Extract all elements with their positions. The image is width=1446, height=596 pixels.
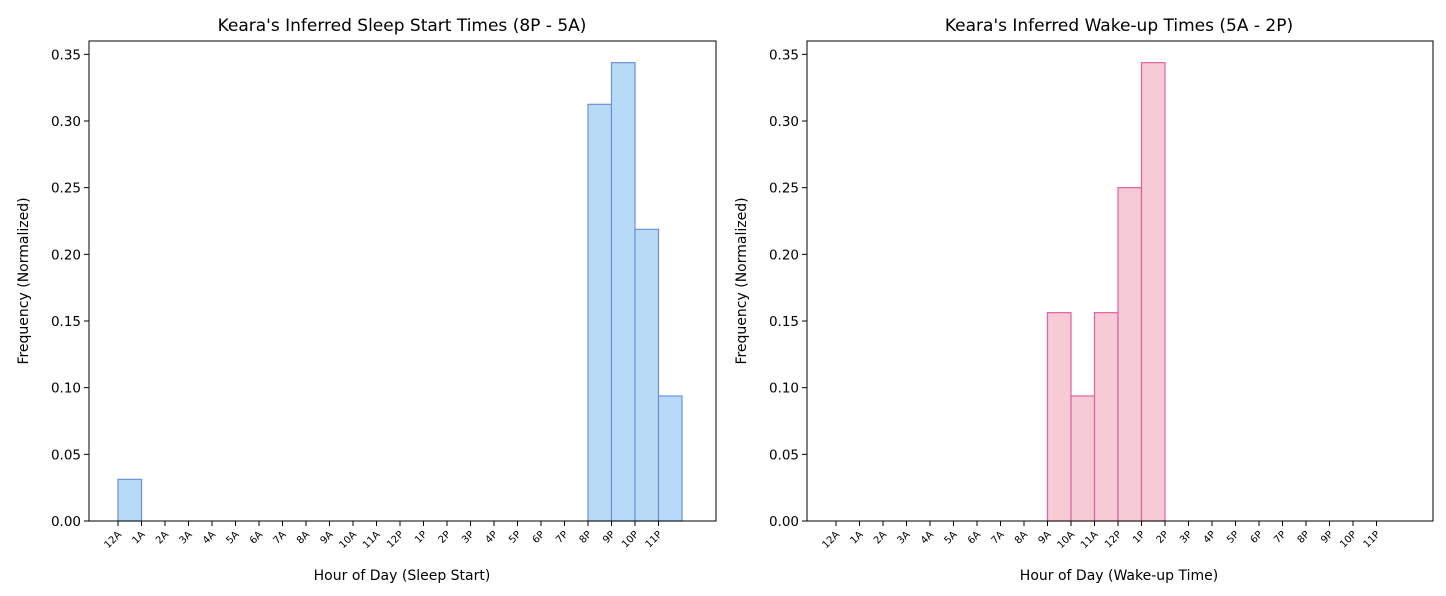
x-tick-label: 6P: [1249, 529, 1266, 546]
x-tick-label: 11A: [361, 529, 383, 551]
x-tick-label: 8A: [295, 529, 312, 546]
x-axis-label: Hour of Day (Sleep Start): [314, 568, 491, 584]
y-tick-label: 0.15: [51, 314, 81, 330]
x-tick-label: 2A: [154, 529, 171, 546]
axes-frame: [88, 40, 717, 522]
x-tick-label: 11A: [1079, 529, 1101, 551]
y-tick-label: 0.30: [769, 114, 799, 130]
plot-area: 0.00 0.05 0.10 0.15 0.20 0.25 0.30 0.35 12A 1A 2A 3…: [51, 40, 717, 551]
x-tick-label: 3A: [178, 529, 195, 546]
x-tick-label: 10A: [337, 529, 359, 551]
x-tick-label: 10P: [620, 529, 641, 550]
bar: [1093, 312, 1119, 522]
x-tick-label: 12P: [1103, 529, 1124, 550]
x-tick-label: 7A: [990, 529, 1007, 546]
bar: [657, 395, 683, 522]
x-tick-label: 2A: [872, 529, 889, 546]
x-tick-label: 10A: [1055, 529, 1077, 551]
y-tick-label: 0.25: [51, 181, 81, 197]
x-tick-label: 2P: [1155, 529, 1172, 546]
bar: [1070, 395, 1096, 522]
y-tick-label: 0.05: [51, 447, 81, 463]
x-tick-label: 1A: [849, 529, 866, 546]
bar: [634, 228, 660, 522]
x-tick-label: 4A: [919, 529, 936, 546]
x-tick-label: 7A: [272, 529, 289, 546]
y-tick-label: 0.35: [51, 47, 81, 63]
y-tick-label: 0.05: [769, 447, 799, 463]
x-tick-label: 3A: [896, 529, 913, 546]
bar: [1140, 62, 1166, 522]
x-tick-label: 6A: [966, 529, 983, 546]
x-tick-label: 4P: [1202, 529, 1219, 546]
x-tick-label: 11P: [644, 529, 665, 550]
x-tick-label: 1P: [1131, 529, 1148, 546]
y-tick-label: 0.10: [51, 381, 81, 397]
y-tick-label: 0.25: [769, 181, 799, 197]
y-axis-label: Frequency (Normalized): [734, 197, 750, 364]
y-tick-label: 0.15: [769, 314, 799, 330]
y-tick-label: 0.00: [51, 514, 81, 530]
x-axis-label: Hour of Day (Wake-up Time): [1020, 568, 1218, 584]
x-tick-label: 4A: [201, 529, 218, 546]
x-tick-label: 2P: [437, 529, 454, 546]
bar: [1117, 187, 1143, 522]
x-tick-label: 9P: [601, 529, 618, 546]
y-tick-label: 0.00: [769, 514, 799, 530]
x-tick-label: 9P: [1319, 529, 1336, 546]
x-tick-label: 5P: [507, 529, 524, 546]
x-tick-label: 8P: [578, 529, 595, 546]
y-tick-label: 0.10: [769, 381, 799, 397]
x-tick-label: 9A: [319, 529, 336, 546]
plot-area: 0.00 0.05 0.10 0.15 0.20 0.25 0.30 0.35 12A 1A 2A 3…: [769, 40, 1434, 551]
x-tick-label: 12P: [385, 529, 406, 550]
y-tick-label: 0.20: [51, 247, 81, 263]
x-tick-label: 6A: [248, 529, 265, 546]
x-tick-label: 10P: [1338, 529, 1359, 550]
x-tick-label: 5A: [225, 529, 242, 546]
x-tick-label: 1A: [131, 529, 148, 546]
x-tick-label: 12A: [820, 529, 842, 551]
chart-wake-up: Keara's Inferred Wake-up Times (5A - 2P)…: [734, 16, 1434, 584]
x-tick-label: 11P: [1362, 529, 1383, 550]
chart-sleep-start: Keara's Inferred Sleep Start Times (8P -…: [16, 16, 717, 584]
bar: [610, 62, 636, 522]
y-axis-label: Frequency (Normalized): [16, 197, 32, 364]
x-tick-label: 5A: [943, 529, 960, 546]
x-tick-label: 3P: [460, 529, 477, 546]
bar: [117, 478, 143, 522]
x-tick-label: 6P: [531, 529, 548, 546]
axes-frame: [806, 40, 1434, 522]
x-tick-label: 4P: [484, 529, 501, 546]
x-tick-label: 7P: [1272, 529, 1289, 546]
x-tick-label: 5P: [1225, 529, 1242, 546]
x-tick-label: 3P: [1178, 529, 1195, 546]
chart-title: Keara's Inferred Wake-up Times (5A - 2P): [945, 16, 1293, 36]
x-tick-label: 9A: [1037, 529, 1054, 546]
bar: [1046, 312, 1072, 522]
x-tick-label: 7P: [554, 529, 571, 546]
x-tick-label: 1P: [413, 529, 430, 546]
x-tick-label: 8P: [1296, 529, 1313, 546]
x-tick-label: 8A: [1013, 529, 1030, 546]
y-tick-label: 0.20: [769, 247, 799, 263]
y-tick-label: 0.35: [769, 47, 799, 63]
x-tick-label: 12A: [102, 529, 124, 551]
bar: [587, 103, 613, 522]
y-tick-label: 0.30: [51, 114, 81, 130]
chart-title: Keara's Inferred Sleep Start Times (8P -…: [218, 16, 587, 36]
